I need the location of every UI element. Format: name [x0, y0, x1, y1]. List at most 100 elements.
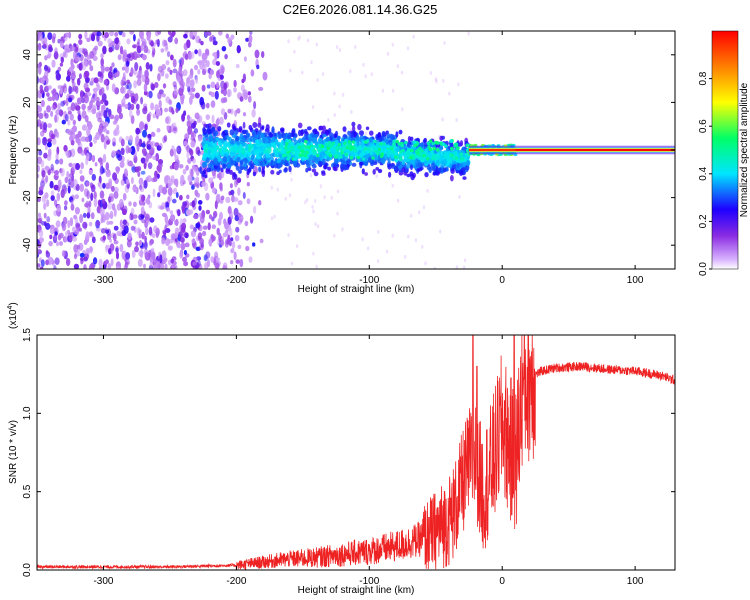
noise-blob: [97, 181, 101, 188]
noise-blob: [210, 256, 215, 263]
noise-blob: [216, 70, 220, 79]
band-speck: [373, 139, 377, 144]
noise-blob: [83, 239, 88, 245]
noise-blob: [149, 64, 153, 72]
noise-blob: [165, 238, 170, 246]
noise-blob: [91, 155, 96, 163]
noise-blob: [426, 188, 429, 193]
noise-blob: [143, 83, 148, 92]
noise-blob: [164, 46, 169, 52]
noise-blob: [162, 83, 167, 89]
noise-blob: [87, 121, 93, 131]
noise-blob: [55, 94, 58, 101]
noise-blob: [165, 207, 171, 212]
noise-blob: [205, 114, 211, 120]
noise-blob: [103, 110, 108, 119]
noise-blob: [273, 214, 276, 219]
band-blob: [203, 169, 207, 175]
noise-blob: [66, 171, 70, 179]
noise-blob: [100, 107, 104, 116]
band-speck: [328, 153, 333, 158]
snr-background: [37, 335, 675, 570]
noise-blob: [44, 112, 49, 119]
noise-blob: [59, 88, 63, 95]
noise-blob: [145, 199, 150, 204]
noise-blob: [44, 70, 49, 79]
noise-blob: [237, 212, 241, 218]
noise-blob: [433, 266, 436, 269]
band-blob: [459, 140, 464, 147]
noise-blob: [100, 166, 104, 175]
noise-blob: [176, 145, 182, 155]
band-blob: [334, 133, 338, 139]
noise-blob: [439, 229, 442, 234]
noise-blob: [125, 60, 130, 67]
band-speck: [459, 152, 464, 156]
noise-blob: [207, 222, 211, 231]
noise-blob: [44, 37, 48, 45]
noise-blob: [164, 263, 168, 269]
noise-blob: [396, 64, 400, 69]
noise-blob: [44, 64, 48, 72]
noise-blob: [312, 209, 315, 214]
band-blob: [436, 161, 441, 167]
noise-blob: [400, 70, 404, 75]
noise-blob: [133, 201, 137, 207]
noise-blob: [78, 47, 83, 54]
noise-blob: [249, 31, 253, 36]
snr-ylabel: SNR (10 * v/v): [8, 420, 19, 484]
band-speck: [296, 142, 301, 147]
noise-blob: [245, 37, 250, 42]
noise-blob: [182, 69, 188, 77]
noise-blob: [150, 247, 155, 254]
noise-blob: [314, 199, 317, 203]
noise-blob: [133, 219, 138, 225]
noise-blob: [54, 159, 60, 165]
band-speck: [380, 152, 385, 157]
noise-blob: [204, 262, 209, 269]
noise-blob: [133, 34, 136, 42]
noise-blob: [72, 125, 77, 133]
noise-blob: [106, 265, 111, 269]
noise-blob: [253, 101, 257, 110]
noise-blob: [252, 242, 256, 247]
noise-blob: [110, 258, 114, 267]
noise-blob: [202, 230, 207, 237]
band-blob: [383, 154, 388, 158]
band-blob: [300, 129, 304, 137]
noise-blob: [45, 175, 49, 183]
noise-blob: [105, 229, 109, 234]
noise-blob: [174, 155, 179, 162]
band-blob: [272, 161, 276, 166]
noise-blob: [105, 170, 111, 178]
band-blob: [364, 172, 368, 176]
band-speck: [437, 154, 441, 159]
noise-blob: [455, 118, 458, 123]
band-blob: [439, 135, 444, 141]
noise-blob: [103, 79, 108, 86]
noise-blob: [236, 45, 241, 54]
band-blob: [360, 139, 365, 146]
noise-blob: [287, 39, 290, 44]
noise-blob: [74, 229, 79, 235]
noise-blob: [106, 140, 110, 145]
noise-blob: [57, 103, 61, 111]
noise-blob: [77, 78, 81, 86]
band-blob: [372, 168, 376, 175]
noise-blob: [147, 162, 153, 170]
band-speck: [416, 151, 420, 156]
noise-blob: [227, 206, 232, 215]
noise-blob: [43, 152, 48, 159]
noise-blob: [284, 196, 287, 201]
band-blob: [244, 157, 248, 164]
noise-blob: [157, 92, 162, 100]
noise-blob: [128, 215, 132, 221]
noise-blob: [186, 145, 191, 153]
band-blob: [229, 129, 234, 136]
noise-blob: [45, 259, 50, 266]
noise-blob: [179, 237, 185, 243]
band-blob: [306, 163, 311, 169]
noise-blob: [104, 121, 109, 127]
band-blob: [270, 152, 275, 157]
